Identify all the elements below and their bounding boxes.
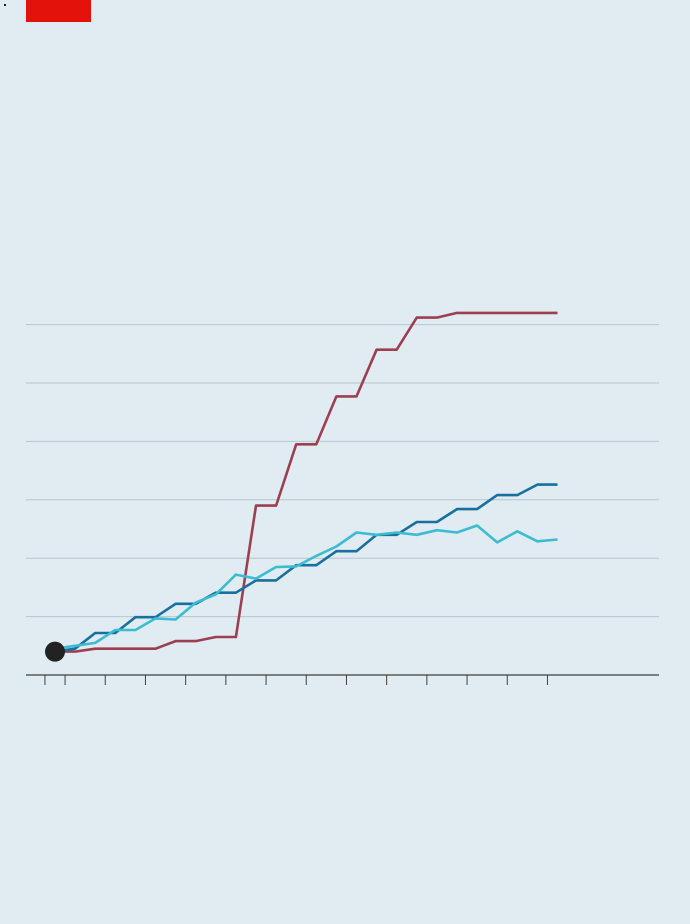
series-line-3 (54, 524, 558, 650)
series-line-2 (54, 483, 558, 653)
start-marker (45, 641, 65, 662)
brand-tag (26, 0, 91, 22)
x-axis (26, 674, 659, 685)
series-lines (54, 311, 558, 653)
corner-mark (4, 4, 6, 6)
start-marker-layer (45, 641, 65, 662)
gridlines (26, 324, 659, 618)
series-line-1 (55, 311, 558, 653)
